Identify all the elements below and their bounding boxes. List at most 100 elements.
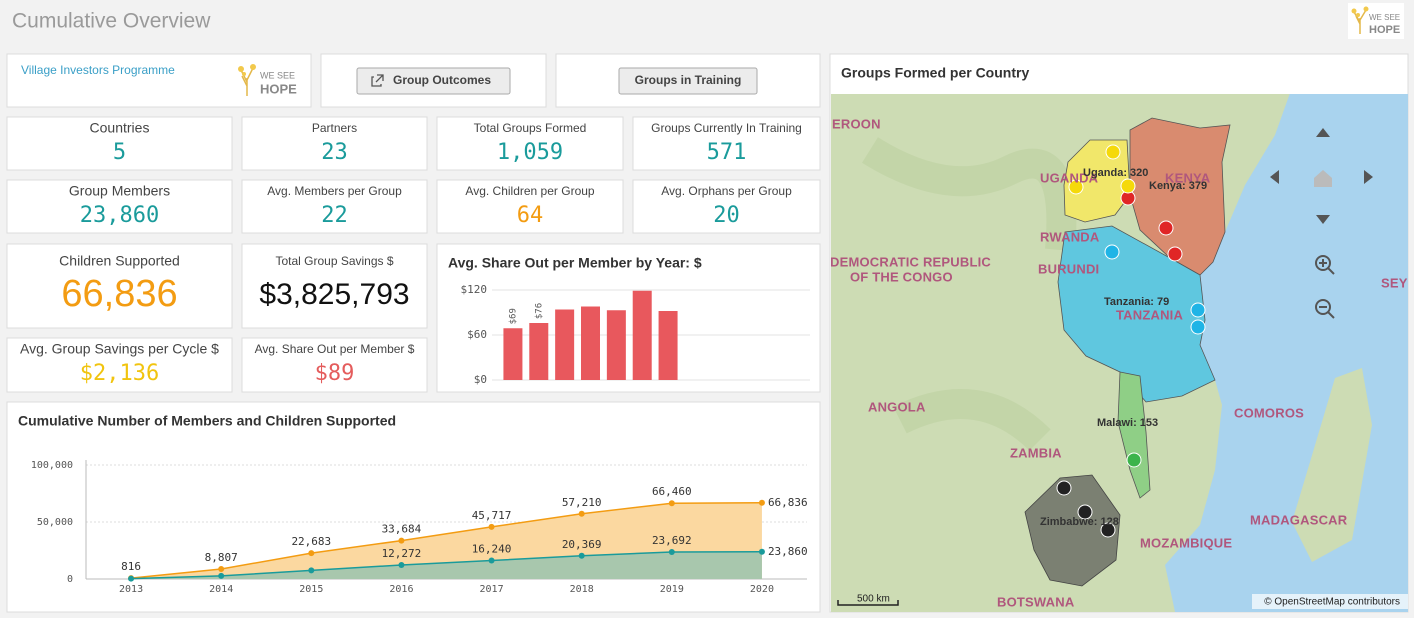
marker[interactable] xyxy=(1100,522,1116,538)
marker[interactable] xyxy=(1104,244,1120,260)
point xyxy=(218,572,225,579)
data-label: 22,683 xyxy=(291,535,331,548)
x-tick-label: 2018 xyxy=(570,584,594,595)
marker[interactable] xyxy=(1068,179,1084,195)
data-label: 66,460 xyxy=(652,485,692,498)
kpi-box xyxy=(241,116,428,171)
marker[interactable] xyxy=(1126,452,1142,468)
programme-box xyxy=(6,53,312,108)
kpi-label: Countries xyxy=(90,120,150,136)
data-label: 20,369 xyxy=(562,538,602,551)
x-tick-label: 2019 xyxy=(660,584,684,595)
kpi-label: Avg. Group Savings per Cycle $ xyxy=(20,341,219,357)
kpi-box xyxy=(6,179,233,234)
marker[interactable] xyxy=(1190,302,1206,318)
kpi-box xyxy=(436,116,624,171)
kpi-box xyxy=(241,179,428,234)
data-label: 33,684 xyxy=(382,523,422,536)
home[interactable] xyxy=(1314,170,1332,187)
kpi-box xyxy=(6,337,233,393)
marker[interactable] xyxy=(1077,504,1093,520)
place-label: EROON xyxy=(832,116,881,131)
kpi-box xyxy=(6,116,233,171)
chart-title: Cumulative Number of Members and Childre… xyxy=(18,413,396,429)
point xyxy=(578,552,585,559)
point xyxy=(758,499,765,506)
kpi-value: 1,059 xyxy=(497,140,563,165)
x-tick-label: 2017 xyxy=(480,584,504,595)
kpi-label: Groups Currently In Training xyxy=(651,121,802,135)
point xyxy=(488,557,495,564)
data-label: 66,836 xyxy=(768,496,808,509)
pan-left[interactable] xyxy=(1270,170,1279,184)
y-tick-label: $0 xyxy=(474,373,487,386)
uganda xyxy=(1063,139,1131,223)
kpi-box xyxy=(241,337,428,393)
point xyxy=(398,537,405,544)
place-label: ANGOLA xyxy=(868,399,926,414)
bar xyxy=(529,323,549,380)
x-tick-label: 2015 xyxy=(299,584,323,595)
kenya xyxy=(1129,117,1231,276)
button-label[interactable]: Groups in Training xyxy=(635,73,742,87)
pan-right[interactable] xyxy=(1364,170,1373,184)
marker[interactable] xyxy=(1056,480,1072,496)
kpi-label: Group Members xyxy=(69,183,170,199)
kpi-value: 571 xyxy=(707,140,747,165)
map-title: Groups Formed per Country xyxy=(841,65,1029,81)
logo-text: HOPE xyxy=(1369,24,1400,36)
marker[interactable] xyxy=(1190,319,1206,335)
scale-label: 500 km xyxy=(857,594,890,605)
programme-link[interactable]: Village Investors Programme xyxy=(21,63,175,77)
bar xyxy=(581,306,600,380)
area-chart: 0 50,000 100,000 2013 2014 2015 2016 2017 2018 20… xyxy=(31,460,808,595)
marker-label: Malawi: 153 xyxy=(1097,417,1158,429)
kpi-value: $2,136 xyxy=(80,361,159,386)
x-tick-label: 2013 xyxy=(119,584,143,595)
place-label: BURUNDI xyxy=(1038,261,1099,276)
point xyxy=(668,500,675,507)
marker[interactable] xyxy=(1167,246,1183,262)
marker[interactable] xyxy=(1105,144,1121,160)
button-label[interactable]: Group Outcomes xyxy=(393,73,491,87)
data-label: 16,240 xyxy=(472,542,512,555)
marker-label: Kenya: 379 xyxy=(1149,180,1207,192)
marker[interactable] xyxy=(1158,220,1174,236)
data-label: 23,692 xyxy=(652,534,692,547)
line xyxy=(130,502,762,579)
place-label: UGANDA xyxy=(1040,170,1099,185)
point xyxy=(758,548,765,555)
point xyxy=(128,575,135,582)
madagascar xyxy=(1292,368,1372,562)
marker[interactable] xyxy=(1120,178,1136,194)
place-label: MADAGASCAR xyxy=(1250,512,1348,527)
marker-label: Zimbabwe: 128 xyxy=(1040,516,1119,528)
group-outcomes-button[interactable] xyxy=(356,67,511,95)
data-label: $76 xyxy=(534,303,544,319)
attribution-bg xyxy=(1252,594,1408,609)
place-label: RWANDA xyxy=(1040,229,1100,244)
groups-in-training-button[interactable] xyxy=(618,67,758,95)
place-label: TANZANIA xyxy=(1116,307,1183,322)
kpi-value: 23 xyxy=(321,140,348,165)
kpi-box xyxy=(632,116,821,171)
kpi-box xyxy=(6,243,233,329)
point xyxy=(488,523,495,530)
place-label: ZAMBIA xyxy=(1010,445,1062,460)
point xyxy=(668,548,675,555)
pan-up[interactable] xyxy=(1316,128,1330,137)
chart-title: Avg. Share Out per Member by Year: $ xyxy=(448,255,702,271)
kpi-value: $3,825,793 xyxy=(259,278,409,311)
data-label: 816 xyxy=(121,560,141,573)
data-label: 12,272 xyxy=(382,547,422,560)
place-label: OF THE CONGO xyxy=(850,269,953,284)
place-label: SEY xyxy=(1381,275,1408,290)
kpi-box xyxy=(241,243,428,329)
attribution: © OpenStreetMap contributors xyxy=(1264,597,1400,608)
zoom-in[interactable] xyxy=(1315,255,1335,275)
bar xyxy=(606,310,626,380)
zoom-out[interactable] xyxy=(1315,299,1335,319)
data-label: 57,210 xyxy=(562,496,602,509)
point xyxy=(398,562,405,569)
pan-down[interactable] xyxy=(1316,215,1330,224)
